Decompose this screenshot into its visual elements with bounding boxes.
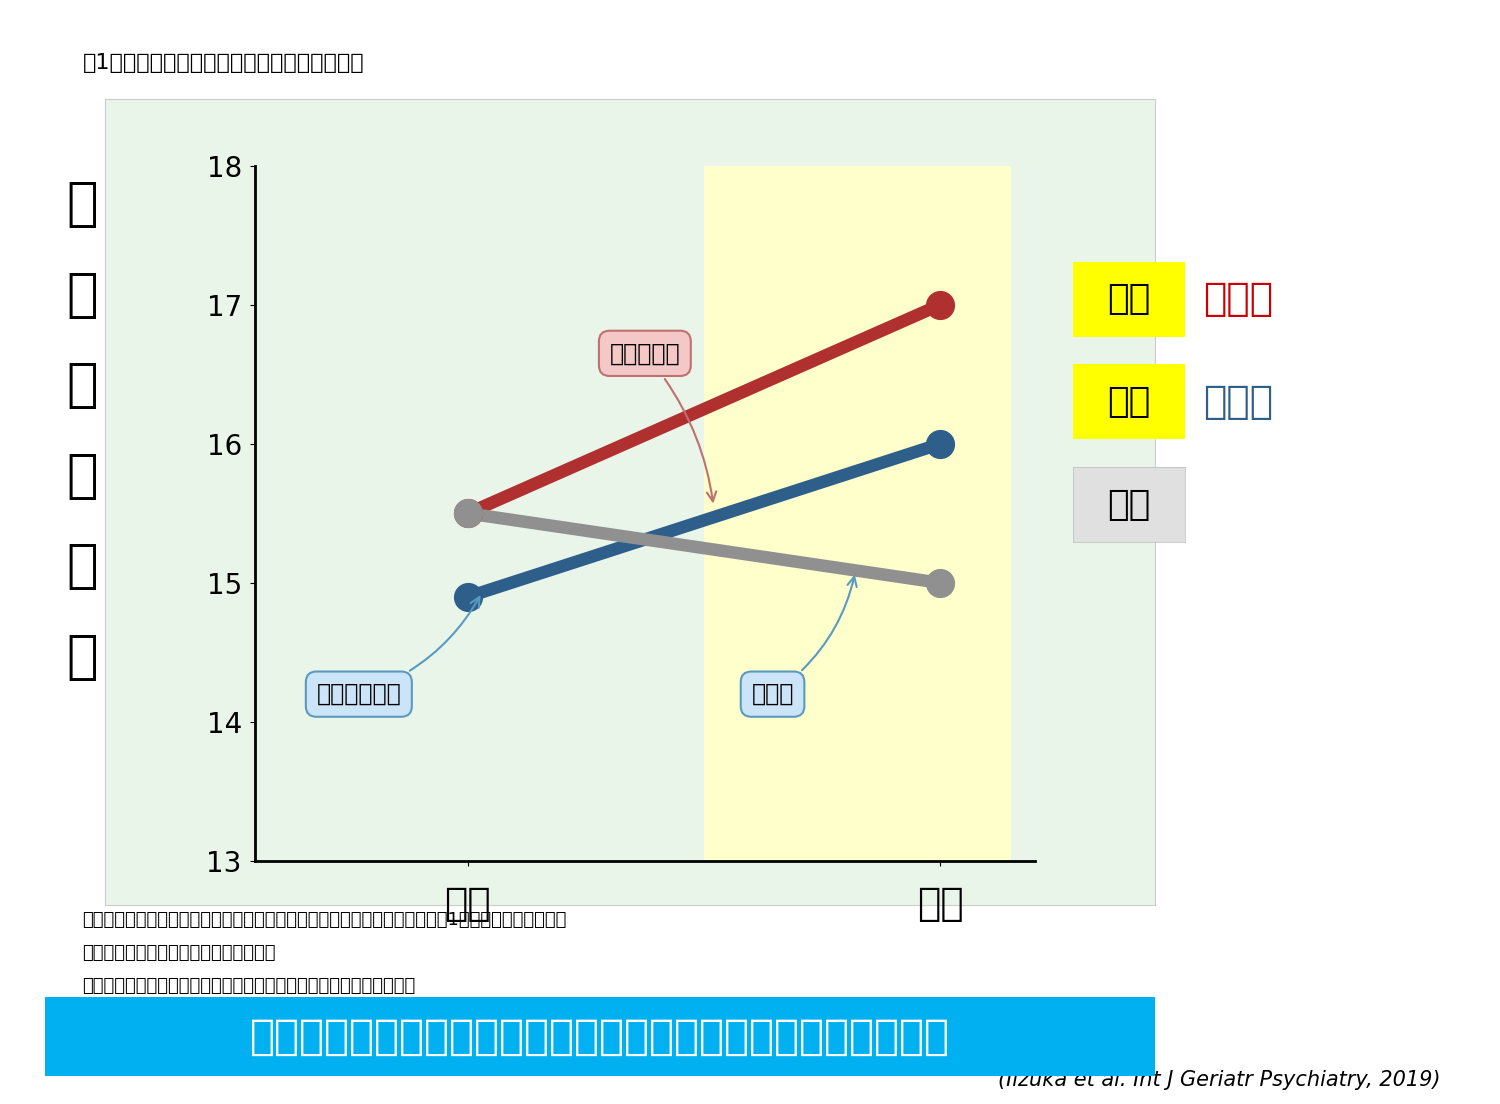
- Text: 不変: 不変: [1107, 488, 1150, 521]
- Text: 効果大: 効果大: [1203, 280, 1274, 318]
- Text: 記: 記: [66, 359, 99, 412]
- Text: 向上: 向上: [1107, 385, 1150, 418]
- Text: 対照群: 対照群: [752, 576, 856, 707]
- Text: 向上: 向上: [1107, 283, 1150, 316]
- Text: 覚: 覚: [66, 268, 99, 321]
- Text: 憶: 憶: [66, 449, 99, 502]
- Text: 図1：囲碁の学習前後で生じた認知機能の変化: 図1：囲碁の学習前後で生じた認知機能の変化: [82, 53, 364, 73]
- Text: (Iizuka et al. Int J Geriatr Psychiatry, 2019): (Iizuka et al. Int J Geriatr Psychiatry,…: [998, 1070, 1440, 1090]
- Text: 対照群：囲碁を学習しなかったグループ: 対照群：囲碁を学習しなかったグループ: [82, 944, 276, 962]
- Text: 査: 査: [66, 630, 99, 683]
- Text: 検: 検: [66, 540, 99, 593]
- Text: 空間に関する記憶機能が向上、囲碁教室群で最も効果が大きい: 空間に関する記憶機能が向上、囲碁教室群で最も効果が大きい: [251, 1016, 950, 1058]
- Text: 視: 視: [66, 178, 99, 231]
- Text: 囲碁教室群: 囲碁教室群: [609, 341, 715, 501]
- Text: 囲碁教室群：集団で囲碁を学習したグループ　タブレット群：タブレットで1人で学習したグループ: 囲碁教室群：集団で囲碁を学習したグループ タブレット群：タブレットで1人で学習し…: [82, 911, 567, 928]
- Text: 効果中: 効果中: [1203, 383, 1274, 421]
- Bar: [704, 151, 1011, 861]
- Text: （認知機能はウェクスラー記憶検査の視覚性記憶範囲を用いて評価）: （認知機能はウェクスラー記憶検査の視覚性記憶範囲を用いて評価）: [82, 977, 416, 995]
- Text: タブレット群: タブレット群: [316, 597, 480, 707]
